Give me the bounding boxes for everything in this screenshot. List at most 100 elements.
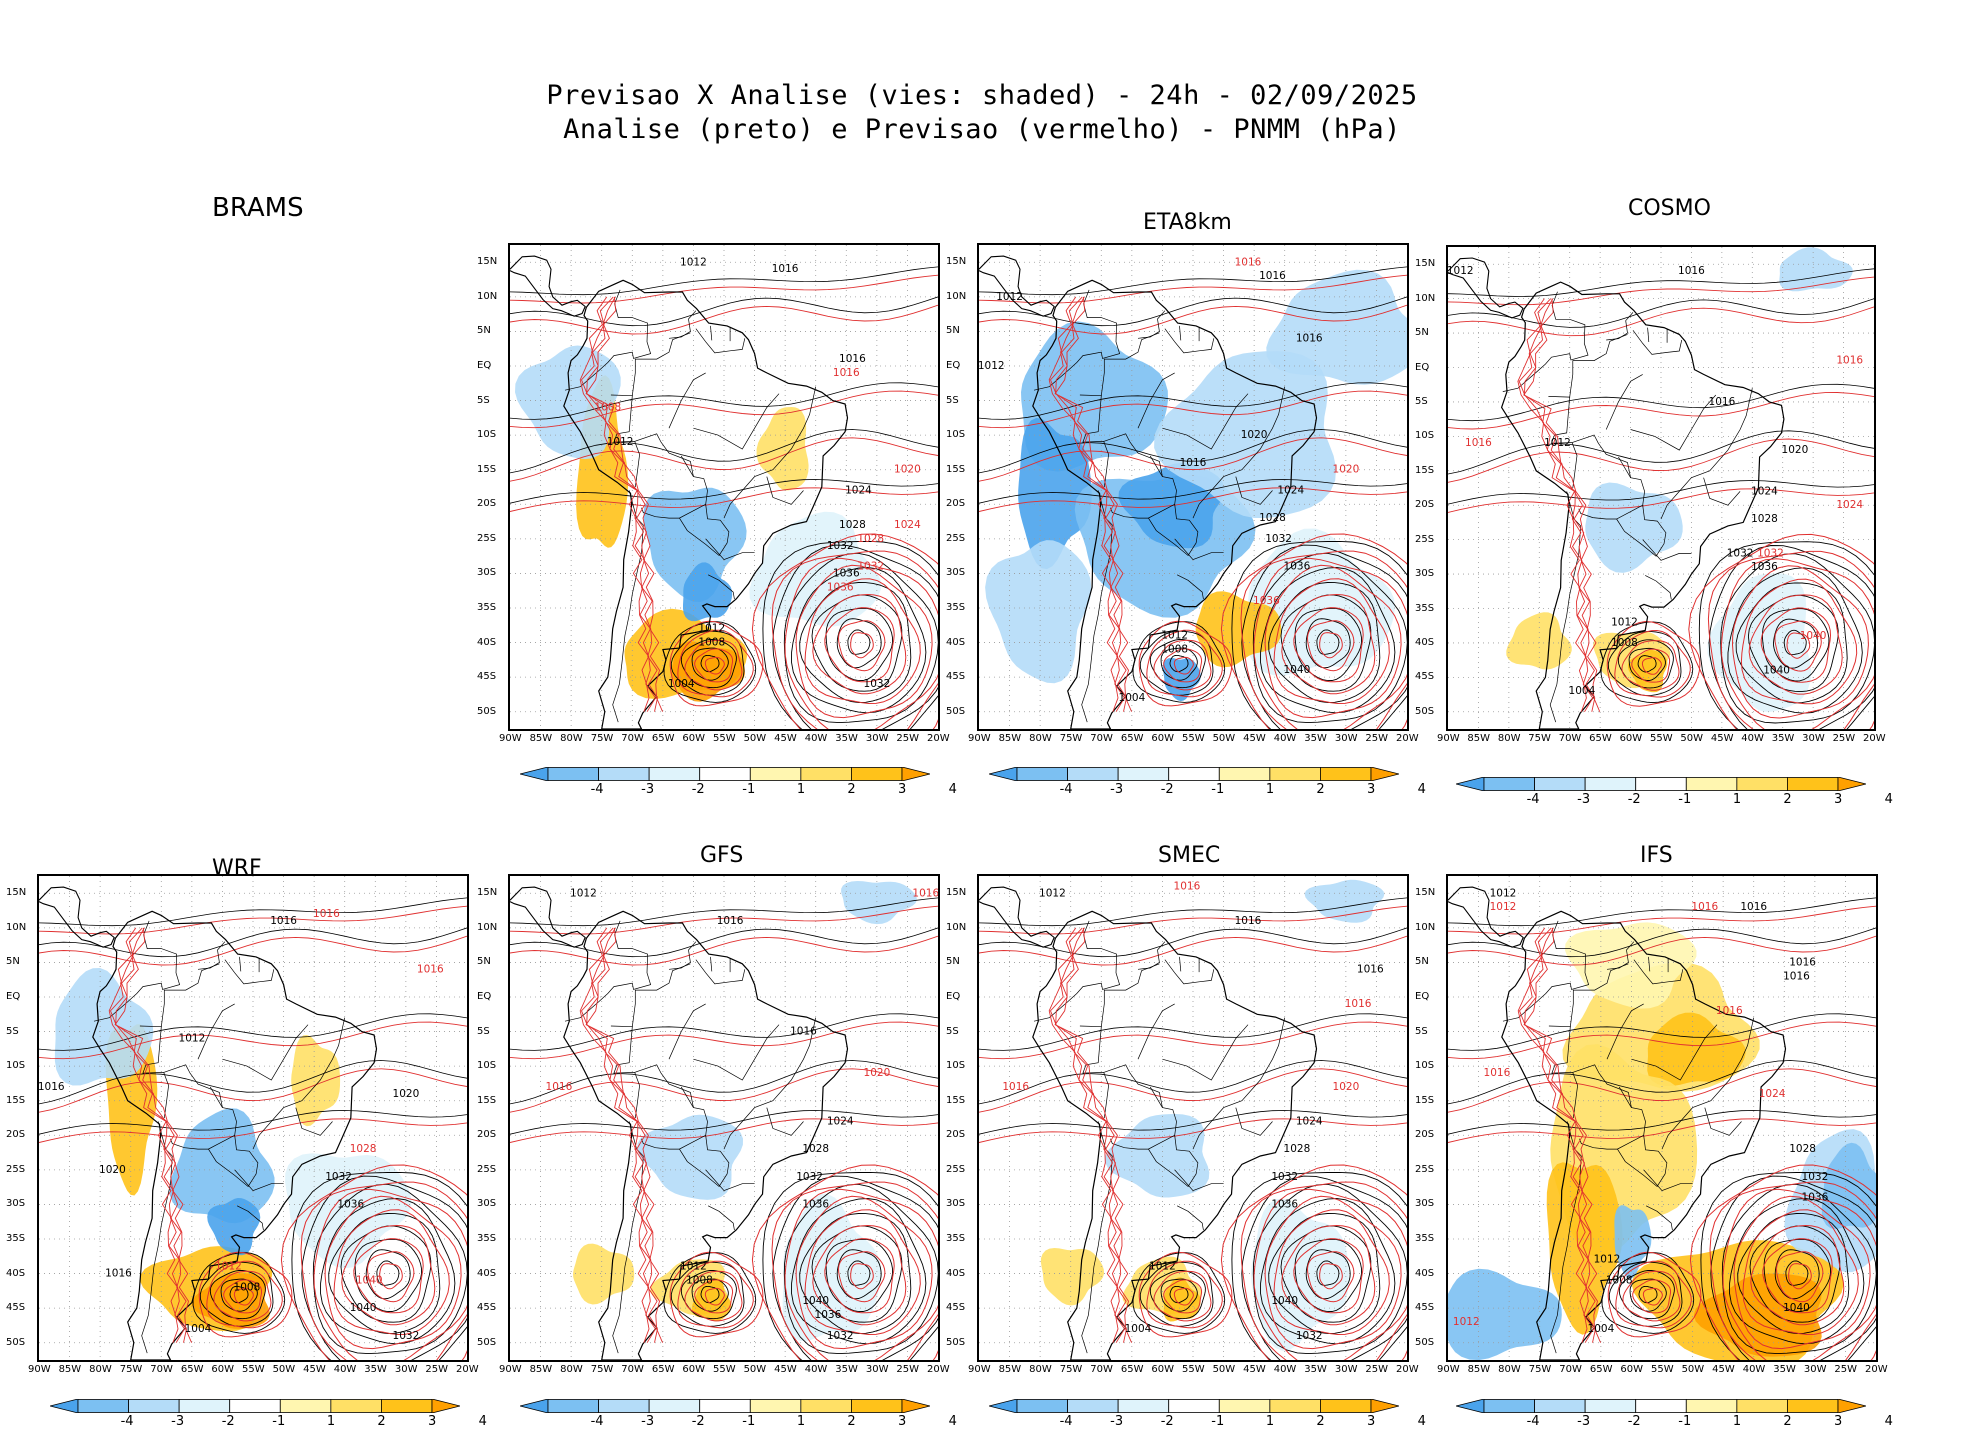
- colorbar-swatch: [1635, 777, 1687, 791]
- political-border: [634, 1072, 640, 1119]
- forecast-isobar: [300, 1181, 467, 1360]
- map-plot: 1012 1016 1016 1016 1012 1016 1020 1020 1024 1028…: [979, 245, 1407, 729]
- political-border: [668, 1003, 706, 1060]
- longitude-tick-label: 25W: [896, 733, 920, 744]
- bias-area: [1163, 1277, 1201, 1322]
- political-border: [1502, 920, 1590, 1022]
- analysis-isobar: [510, 1013, 938, 1051]
- isobar-label: 1016: [546, 1081, 573, 1093]
- andes-forecast-contour: [1054, 296, 1133, 712]
- andes-forecast-contour: [1518, 927, 1595, 1343]
- andes-forecast-contour: [1517, 927, 1588, 1343]
- forecast-isobar: [510, 437, 938, 482]
- colorbar-tick-label: -3: [1577, 792, 1591, 807]
- longitude-tick-label: 60W: [1619, 733, 1643, 744]
- south-america-coast: [1032, 910, 1318, 1360]
- isobar-label: 1004: [185, 1323, 212, 1335]
- isobars: [1448, 897, 1876, 1360]
- longitude-tick-label: 35W: [364, 1364, 387, 1375]
- political-border: [1630, 394, 1717, 451]
- analysis-isobar: [979, 296, 1407, 327]
- analysis-isobar: [1448, 430, 1874, 475]
- bias-area: [1779, 247, 1853, 292]
- political-border: [1192, 1017, 1286, 1150]
- isobar-label: 1016: [912, 887, 938, 899]
- isobar-label: 1004: [1588, 1323, 1615, 1335]
- political-border: [1572, 1064, 1646, 1150]
- analysis-isobar: [376, 1260, 400, 1286]
- longitude-tick-label: 40W: [804, 1364, 828, 1375]
- colorbar-high-arrow: [1837, 776, 1867, 792]
- isobar-label: 1036: [802, 1198, 829, 1210]
- analysis-isobar: [979, 897, 1407, 927]
- forecast-isobar: [510, 935, 938, 966]
- political-border: [695, 959, 746, 985]
- forecast-isobar: [1240, 1181, 1407, 1360]
- colorbar-tick-label: -2: [221, 1414, 235, 1429]
- colorbar-tick-label: 2: [377, 1414, 386, 1429]
- political-border: [1103, 1072, 1109, 1119]
- colorbar-swatch: [1787, 777, 1839, 791]
- isobar-label: 1032: [796, 1171, 823, 1183]
- analysis-isobar: [1149, 639, 1206, 689]
- latitude-tick-label: 25S: [946, 532, 966, 544]
- latitude-tick-label: 20S: [1415, 1129, 1435, 1141]
- forecast-isobar: [1615, 1260, 1692, 1329]
- analysis-isobar: [1448, 1110, 1876, 1135]
- analysis-isobar: [700, 654, 720, 673]
- forecast-isobar: [1607, 1251, 1702, 1338]
- isobar-label: 1028: [857, 533, 884, 545]
- isobar-label: 1024: [1836, 499, 1863, 511]
- longitude-tick-label: 45W: [303, 1364, 326, 1375]
- longitude-tick-label: 60W: [1151, 1364, 1175, 1375]
- colorbar-tick-label: -4: [1059, 782, 1073, 797]
- political-border: [1176, 574, 1204, 600]
- isobar-label: 1040: [1783, 1302, 1810, 1314]
- analysis-isobar: [1260, 1198, 1396, 1345]
- isobars: [979, 897, 1407, 1360]
- longitude-tick-label: 50W: [1212, 1364, 1236, 1375]
- forecast-isobar: [1707, 550, 1874, 729]
- colorbar-low-arrow: [988, 1398, 1018, 1414]
- longitude-tick-label: 45W: [1710, 733, 1734, 744]
- colorbar-tick-label: -2: [1627, 1414, 1641, 1429]
- political-border: [610, 394, 635, 443]
- analysis-isobar: [1783, 629, 1807, 656]
- colorbar-swatch: [1584, 777, 1637, 791]
- analysis-isobar: [510, 266, 938, 296]
- forecast-isobar: [1264, 564, 1402, 719]
- latitude-tick-label: 5N: [1415, 327, 1429, 339]
- andes-forecast-contour: [579, 296, 650, 712]
- andes-forecast-contour: [580, 296, 657, 712]
- forecast-isobar: [804, 1209, 921, 1336]
- analysis-isobar: [1448, 1060, 1876, 1105]
- longitude-tick-label: 45W: [774, 1364, 797, 1375]
- colorbar-low-arrow: [988, 766, 1018, 782]
- colorbar-swatch: [547, 1399, 599, 1413]
- forecast-isobar: [1448, 1021, 1876, 1060]
- forecast-isobar: [771, 1181, 938, 1360]
- political-border: [1081, 1121, 1113, 1354]
- political-border: [1103, 433, 1177, 519]
- latitude-tick-label: 25S: [946, 1163, 966, 1175]
- longitude-tick-label: 25W: [1832, 733, 1856, 744]
- isobar-label: 1008: [1161, 644, 1188, 656]
- colorbar-tick-label: 4: [1417, 1414, 1426, 1429]
- andes-forecast-contour: [108, 927, 179, 1343]
- analysis-isobar: [1231, 1171, 1407, 1360]
- political-border: [252, 1017, 346, 1150]
- bias-area: [1546, 1162, 1623, 1335]
- longitude-tick-label: 75W: [1059, 1364, 1083, 1375]
- latitude-tick-label: 15N: [477, 887, 498, 899]
- analysis-isobar: [1710, 1175, 1876, 1360]
- bias-colorbar: -4 -3 -2 -1 1 2 3 4: [1455, 776, 1893, 810]
- political-border: [208, 1135, 259, 1188]
- central-america-coast: [510, 255, 586, 317]
- bias-area: [1693, 1273, 1822, 1357]
- longitude-tick-label: 90W: [1437, 1364, 1460, 1375]
- longitude-tick-label: 80W: [89, 1364, 112, 1375]
- isobar-label: 1036: [827, 581, 854, 593]
- analysis-isobar: [365, 1249, 411, 1300]
- isobar-label: 1028: [350, 1143, 377, 1155]
- analysis-isobar: [979, 479, 1407, 504]
